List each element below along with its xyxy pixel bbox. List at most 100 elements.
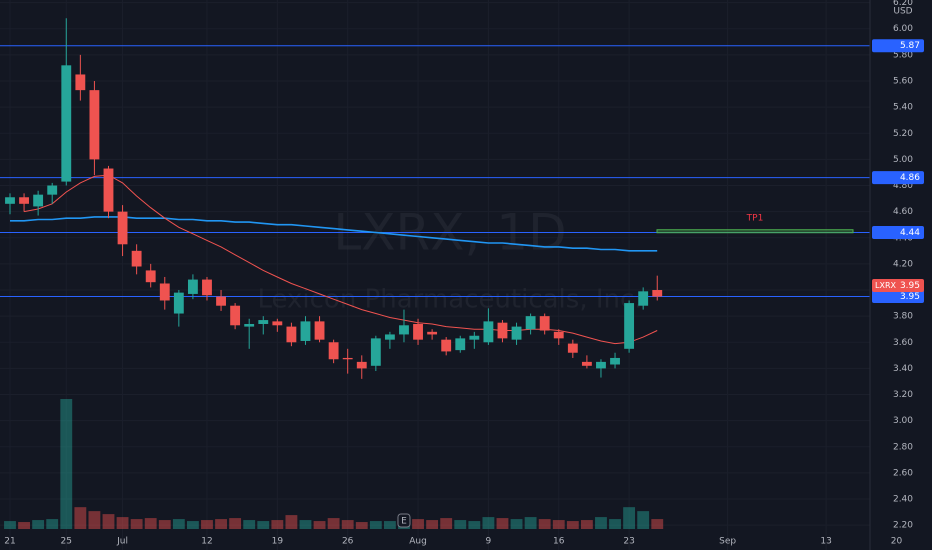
volume-bar	[102, 514, 115, 529]
volume-bar	[18, 522, 30, 529]
x-tick-label: 9	[486, 537, 492, 547]
candle-body	[145, 270, 156, 283]
volume-bar	[341, 520, 354, 529]
volume-bar	[637, 511, 650, 529]
candle-body	[117, 211, 128, 245]
volume-bar	[454, 520, 467, 529]
volume-bar	[609, 519, 621, 529]
y-tick-label: 5.00	[893, 155, 913, 165]
last-price-label: 3.95	[900, 281, 920, 291]
level-label: 5.87	[900, 41, 920, 51]
x-tick-label: Sep	[719, 537, 736, 547]
grid	[0, 0, 870, 550]
y-tick-label: 2.40	[893, 495, 913, 505]
x-tick-label: 13	[820, 537, 831, 547]
plot-area: TP1 E	[0, 18, 870, 529]
candle-body	[342, 357, 353, 360]
volume-bar	[538, 519, 551, 529]
candle-body	[553, 331, 564, 339]
candle-body	[272, 321, 283, 326]
candle-body	[173, 292, 184, 314]
y-tick-label: 5.20	[893, 129, 913, 139]
candle-body	[596, 361, 606, 369]
target-label: TP1	[746, 214, 764, 224]
candle-body	[89, 90, 100, 160]
volume-bar	[229, 518, 242, 529]
currency-label: USD	[893, 7, 912, 17]
candle-body	[370, 338, 381, 366]
level-label: 3.95	[900, 292, 920, 302]
level-label: 4.86	[900, 173, 920, 183]
y-tick-label: 3.20	[893, 390, 913, 400]
x-tick-label: 19	[272, 537, 284, 547]
level-label-box	[872, 290, 924, 304]
volume-bar	[468, 521, 481, 529]
y-tick-label: 3.60	[893, 338, 913, 348]
volume-bar	[595, 517, 607, 529]
volume-bar	[510, 519, 523, 529]
y-tick-label: 3.80	[893, 312, 913, 322]
moving-average	[24, 174, 658, 345]
candle-body	[624, 303, 635, 349]
y-tick-label: 4.20	[893, 259, 913, 269]
candle-body	[511, 326, 522, 340]
candle-body	[187, 279, 198, 294]
candle-body	[497, 322, 508, 339]
candle-body	[244, 323, 255, 327]
volume-bar	[158, 520, 171, 529]
volume-bar	[580, 520, 593, 529]
volume-bar	[383, 521, 396, 529]
level-label-box	[872, 39, 924, 53]
volume-bar	[412, 519, 424, 529]
y-tick-label: 5.60	[893, 76, 913, 86]
volume-bar	[4, 521, 16, 529]
candle-body	[33, 194, 44, 207]
x-tick-label: 23	[623, 537, 634, 547]
volume-bar	[116, 517, 129, 529]
axis-labels: 2.202.402.602.803.003.203.403.603.804.00…	[4, 0, 924, 547]
candle-body	[202, 279, 212, 296]
volume-bar	[201, 520, 213, 529]
volume-bar	[566, 521, 579, 529]
volume-bar	[285, 515, 298, 529]
volume-bar	[313, 521, 326, 529]
y-tick-label: 5.40	[893, 103, 913, 113]
volume-bar	[60, 399, 73, 529]
volume-bar	[144, 518, 157, 529]
x-tick-label: 20	[891, 537, 903, 547]
volume-bar	[243, 520, 256, 529]
volume-bar	[257, 521, 270, 529]
volume-bar	[440, 518, 453, 529]
x-tick-label: 16	[553, 537, 565, 547]
candle-body	[159, 283, 170, 301]
candle-body	[455, 338, 466, 351]
volume-bar	[327, 518, 340, 529]
volume-bar	[355, 522, 368, 529]
y-tick-label: 6.20	[893, 0, 913, 8]
earnings-marker: E	[401, 517, 407, 527]
volume-bar	[88, 511, 101, 529]
x-tick-label: 12	[201, 537, 212, 547]
volume-bar	[215, 519, 227, 529]
candle-body	[103, 168, 114, 212]
candle-body	[230, 305, 241, 326]
candle-body	[427, 331, 438, 335]
watermark-subtitle: Lexicon Pharmaceuticals, Inc.	[257, 285, 642, 315]
x-tick-label: Aug	[409, 537, 427, 547]
y-tick-label: 6.00	[893, 24, 913, 34]
y-tick-label: 4.60	[893, 207, 913, 217]
volume-bar	[369, 521, 382, 529]
level-label-box	[872, 171, 924, 185]
candle-body	[61, 65, 72, 182]
candle-body	[286, 326, 297, 343]
volume-bar	[552, 520, 565, 529]
volume-bar	[651, 519, 664, 529]
candle-body	[610, 357, 620, 365]
volume-bar	[426, 520, 439, 529]
candle-body	[399, 325, 409, 335]
candle-body	[652, 290, 663, 297]
volume-bar	[496, 518, 509, 529]
volume-bar	[299, 520, 312, 529]
x-tick-label: 25	[61, 537, 72, 547]
